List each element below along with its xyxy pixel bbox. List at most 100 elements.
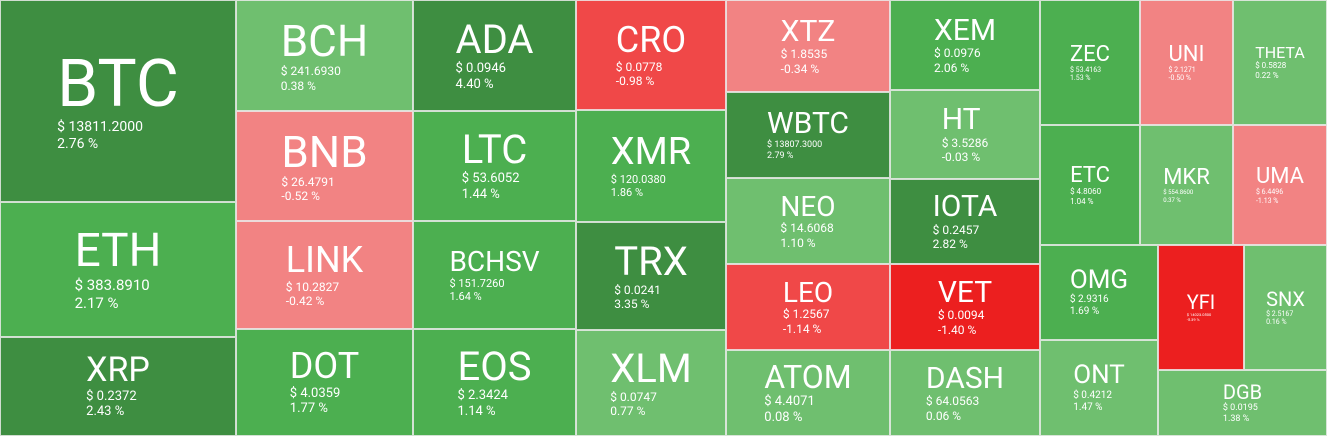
price: $ 53.6052 bbox=[461, 171, 520, 187]
tile-content: UMA $ 6.4496 -1.13 % bbox=[1256, 165, 1304, 205]
change: 2.82 % bbox=[932, 237, 968, 252]
price: $ 4.4071 bbox=[764, 394, 815, 410]
tile-content: MKR $ 554.8600 0.37 % bbox=[1163, 166, 1210, 203]
symbol: ONT bbox=[1073, 360, 1125, 391]
tile-content: UNI $ 2.1271 -0.50 % bbox=[1168, 41, 1205, 83]
price: $ 0.0195 bbox=[1222, 402, 1258, 413]
change: 1.53 % bbox=[1069, 74, 1091, 83]
tile: MKR $ 554.8600 0.37 % bbox=[1140, 125, 1233, 245]
symbol: XTZ bbox=[780, 13, 836, 49]
tile-content: CRO $ 0.0778 -0.98 % bbox=[615, 21, 686, 89]
change: 1.04 % bbox=[1070, 196, 1094, 206]
tile-content: LTC $ 53.6052 1.44 % bbox=[462, 129, 528, 202]
tile: WBTC $ 13807.3000 2.79 % bbox=[726, 92, 890, 178]
symbol: HT bbox=[941, 102, 981, 138]
tile: BNB $ 26.4791 -0.52 % bbox=[236, 111, 413, 221]
tile: TRX $ 0.0241 3.35 % bbox=[576, 222, 726, 330]
tile-content: THETA $ 0.5828 0.22 % bbox=[1255, 44, 1305, 81]
symbol: ADA bbox=[455, 15, 534, 63]
symbol: SNX bbox=[1266, 286, 1305, 311]
tile-content: XTZ $ 1.8535 -0.34 % bbox=[781, 16, 836, 76]
change: 1.86 % bbox=[610, 185, 644, 199]
tile: ONT $ 0.4212 1.47 % bbox=[1040, 340, 1158, 436]
symbol: XMR bbox=[610, 129, 692, 174]
tile: SNX $ 2.5167 0.16 % bbox=[1244, 245, 1327, 370]
symbol: BTC bbox=[57, 45, 179, 123]
tile: OMG $ 2.9316 1.69 % bbox=[1040, 245, 1158, 340]
symbol: ETC bbox=[1070, 162, 1110, 188]
tile-content: ETH $ 383.8910 2.17 % bbox=[74, 224, 162, 312]
price: $ 1.8535 bbox=[780, 47, 828, 62]
tile: EOS $ 2.3424 1.14 % bbox=[413, 329, 576, 436]
change: 3.35 % bbox=[614, 297, 650, 311]
tile-content: ATOM $ 4.4071 0.08 % bbox=[764, 360, 851, 426]
tile: XEM $ 0.0976 2.06 % bbox=[890, 0, 1040, 90]
tile: THETA $ 0.5828 0.22 % bbox=[1233, 0, 1327, 125]
tile-content: WBTC $ 13807.3000 2.79 % bbox=[767, 108, 849, 161]
change: -0.42 % bbox=[285, 293, 325, 308]
change: -1.13 % bbox=[1255, 196, 1279, 205]
change: 0.16 % bbox=[1266, 318, 1287, 326]
price: $ 0.0747 bbox=[610, 389, 657, 404]
price: $ 0.0241 bbox=[614, 282, 661, 297]
change: -1.40 % bbox=[937, 322, 977, 337]
change: -1.14 % bbox=[782, 321, 822, 336]
tile-content: TRX $ 0.0241 3.35 % bbox=[614, 240, 688, 312]
change: 2.76 % bbox=[57, 135, 99, 152]
change: 2.06 % bbox=[933, 60, 970, 75]
tile-content: OMG $ 2.9316 1.69 % bbox=[1069, 266, 1128, 318]
symbol: XRP bbox=[86, 350, 150, 391]
tile: DOT $ 4.0359 1.77 % bbox=[236, 329, 413, 436]
tile: UNI $ 2.1271 -0.50 % bbox=[1140, 0, 1233, 125]
price: $ 2.1271 bbox=[1168, 65, 1196, 74]
tile-content: YFI $ 14023.0500 -5.39 % bbox=[1187, 292, 1216, 323]
price: $ 0.4212 bbox=[1073, 389, 1113, 401]
price: $ 0.0778 bbox=[615, 59, 663, 74]
tile-content: XEM $ 0.0976 2.06 % bbox=[934, 15, 996, 75]
tile-content: SNX $ 2.5167 0.16 % bbox=[1266, 286, 1305, 327]
tile: VET $ 0.0094 -1.40 % bbox=[890, 264, 1040, 350]
tile-content: ETC $ 4.8060 1.04 % bbox=[1070, 164, 1110, 206]
symbol: DGB bbox=[1222, 379, 1263, 404]
price: $ 0.5828 bbox=[1255, 61, 1287, 71]
change: 1.69 % bbox=[1069, 306, 1100, 318]
tile: HT $ 3.5286 -0.03 % bbox=[890, 90, 1040, 179]
price: $ 6.4496 bbox=[1255, 188, 1284, 197]
price: $ 13807.3000 bbox=[767, 139, 823, 150]
symbol: UNI bbox=[1168, 41, 1205, 67]
price: $ 2.9316 bbox=[1069, 294, 1109, 306]
price: $ 53.4163 bbox=[1069, 65, 1102, 74]
symbol: WBTC bbox=[767, 106, 849, 142]
symbol: BCH bbox=[280, 15, 369, 68]
tile-content: HT $ 3.5286 -0.03 % bbox=[942, 104, 989, 164]
tile-content: IOTA $ 0.2457 2.82 % bbox=[933, 191, 998, 251]
change: -0.50 % bbox=[1168, 74, 1191, 83]
tile-content: DGB $ 0.0195 1.38 % bbox=[1222, 379, 1263, 425]
price: $ 1.2567 bbox=[782, 307, 830, 322]
price: $ 4.0359 bbox=[289, 385, 341, 401]
symbol: MKR bbox=[1163, 165, 1210, 191]
tile: BTC $ 13811.2000 2.76 % bbox=[0, 0, 236, 202]
change: 4.40 % bbox=[455, 76, 494, 92]
tile-content: VET $ 0.0094 -1.40 % bbox=[938, 277, 992, 337]
price: $ 120.0380 bbox=[610, 172, 666, 186]
tile: BCHSV $ 151.7260 1.64 % bbox=[413, 221, 576, 329]
tile: XTZ $ 1.8535 -0.34 % bbox=[726, 0, 890, 92]
price: $ 241.6930 bbox=[280, 64, 341, 79]
price: $ 2.3424 bbox=[457, 387, 508, 403]
tile-content: LINK $ 10.2827 -0.42 % bbox=[285, 241, 363, 309]
symbol: NEO bbox=[780, 189, 836, 223]
tile: ADA $ 0.0946 4.40 % bbox=[413, 0, 576, 111]
symbol: LEO bbox=[782, 275, 834, 309]
change: 0.77 % bbox=[610, 404, 646, 418]
price: $ 0.0976 bbox=[933, 46, 981, 61]
tile: UMA $ 6.4496 -1.13 % bbox=[1233, 125, 1327, 245]
symbol: ETH bbox=[74, 224, 162, 279]
change: 1.77 % bbox=[289, 401, 328, 417]
symbol: LTC bbox=[461, 126, 528, 174]
price: $ 151.7260 bbox=[449, 276, 505, 290]
tile: LTC $ 53.6052 1.44 % bbox=[413, 111, 576, 221]
tile-content: ZEC $ 53.4163 1.53 % bbox=[1069, 42, 1110, 83]
tile: ZEC $ 53.4163 1.53 % bbox=[1040, 0, 1140, 125]
change: 0.22 % bbox=[1255, 70, 1279, 80]
